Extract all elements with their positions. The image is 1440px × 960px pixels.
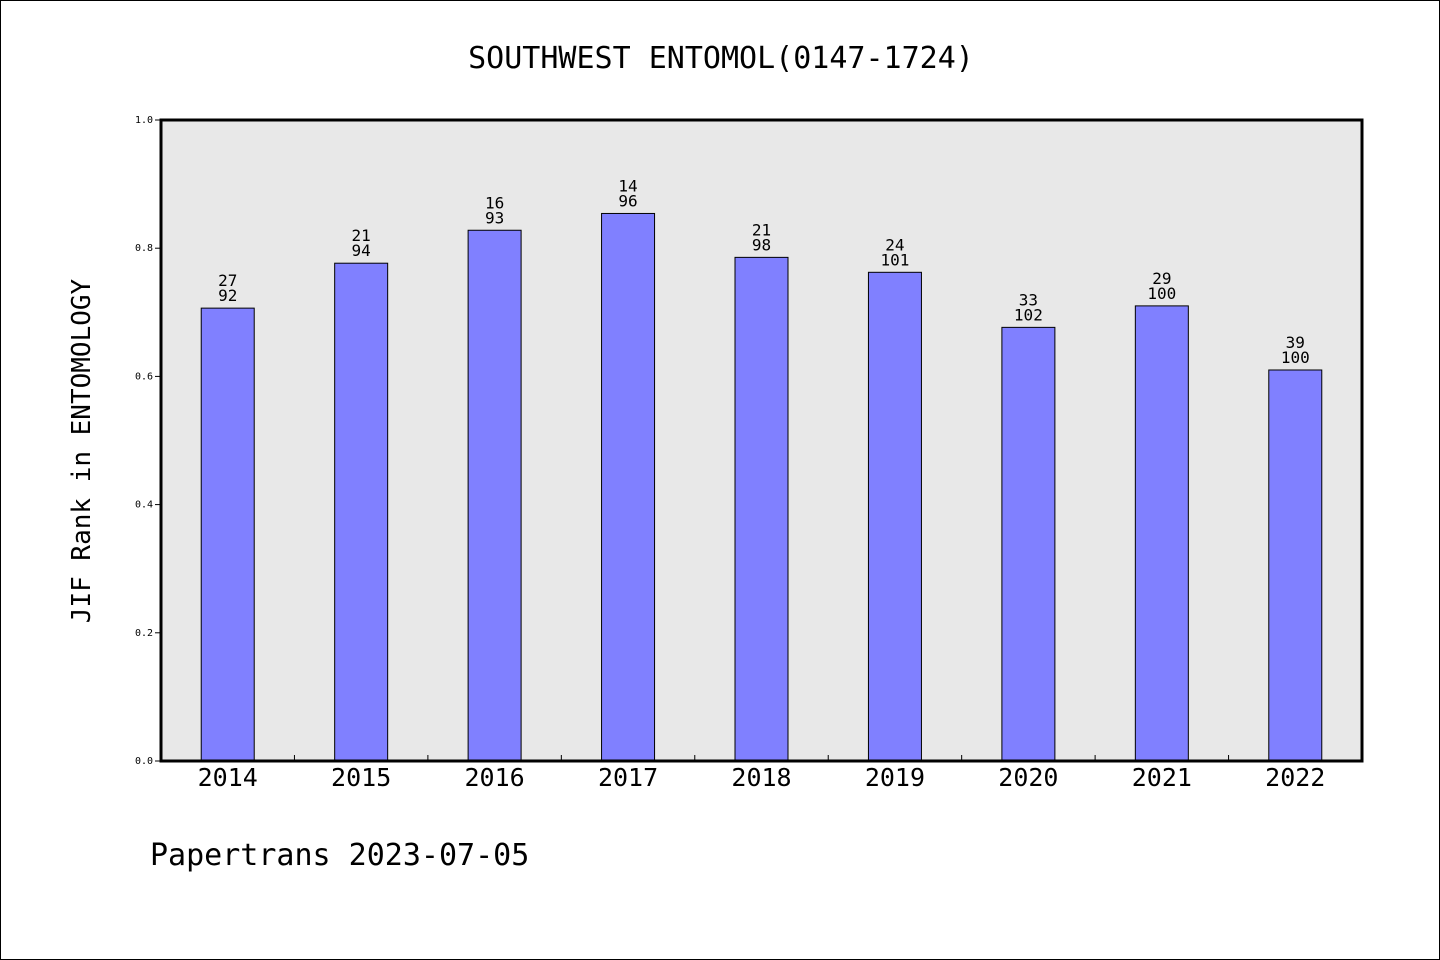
- x-tick-label: 2020: [998, 763, 1058, 792]
- y-tick-label: 0.8: [135, 243, 153, 254]
- bar-2022: [1268, 369, 1323, 762]
- bar-2021: [1134, 305, 1189, 762]
- x-tick-label: 2019: [865, 763, 925, 792]
- x-tick-label: 2016: [465, 763, 525, 792]
- bar-total-label: 100: [1147, 284, 1176, 303]
- bar-2020: [1001, 326, 1056, 762]
- y-tick-label: 1.0: [135, 115, 153, 126]
- y-axis-label: JIF Rank in ENTOMOLOGY: [67, 278, 97, 623]
- plot-border: [159, 118, 1364, 763]
- x-tick-label: 2022: [1265, 763, 1325, 792]
- bar-total-label: 101: [880, 250, 909, 269]
- bar-rank-label: 14: [618, 176, 637, 195]
- chart-title: SOUTHWEST ENTOMOL(0147-1724): [468, 41, 974, 76]
- bar-rank-label: 27: [218, 271, 237, 290]
- y-tick-label: 0.4: [135, 500, 153, 511]
- bar-total-label: 100: [1281, 348, 1310, 367]
- bar-total-label: 94: [352, 241, 371, 260]
- bar-total-label: 98: [752, 235, 771, 254]
- bar-rank-label: 21: [752, 220, 771, 239]
- x-tick-label: 2017: [598, 763, 658, 792]
- bar-rank-label: 33: [1019, 290, 1038, 309]
- bar-2019: [867, 271, 922, 762]
- y-tick-label: 0.0: [135, 756, 153, 767]
- x-tick-label: 2015: [331, 763, 391, 792]
- bar-total-label: 93: [485, 208, 504, 227]
- bar-rank-label: 16: [485, 193, 504, 212]
- bar-2018: [734, 256, 789, 762]
- y-tick-label: 0.6: [135, 371, 153, 382]
- bar-rank-label: 29: [1152, 269, 1171, 288]
- bar-total-label: 92: [218, 286, 237, 305]
- bar-total-label: 102: [1014, 305, 1043, 324]
- bar-total-label: 96: [618, 191, 637, 210]
- bar-rank-label: 21: [352, 226, 371, 245]
- footer-text: Papertrans 2023-07-05: [150, 838, 529, 873]
- y-tick-label: 0.2: [135, 628, 153, 639]
- x-tick-label: 2021: [1132, 763, 1192, 792]
- bar-rank-label: 39: [1286, 333, 1305, 352]
- bar-2016: [467, 229, 522, 762]
- bar-2017: [601, 212, 656, 762]
- bar-2014: [200, 307, 255, 762]
- bar-2015: [334, 262, 389, 762]
- x-tick-label: 2014: [198, 763, 258, 792]
- x-tick-label: 2018: [731, 763, 791, 792]
- bar-rank-label: 24: [885, 235, 904, 254]
